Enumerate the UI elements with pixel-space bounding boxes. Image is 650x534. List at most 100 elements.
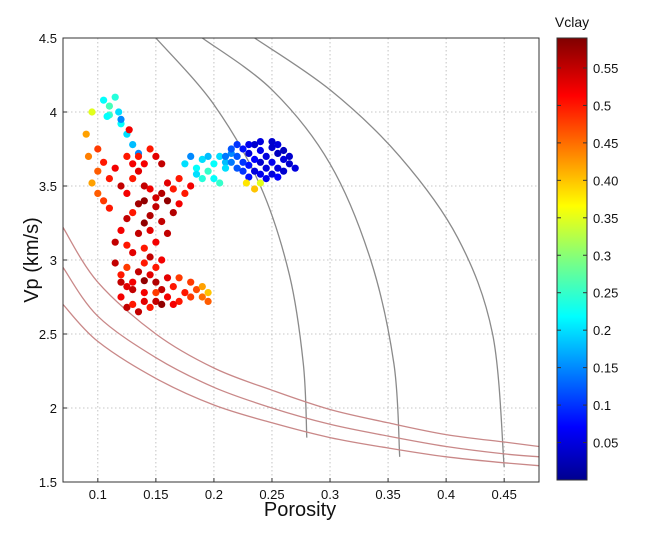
x-tick-label: 0.25 [259, 487, 284, 502]
scatter-point [111, 238, 119, 246]
scatter-point [256, 179, 264, 187]
scatter-point [169, 300, 177, 308]
colorbar-tick-label: 0.3 [593, 248, 611, 263]
colorbar-tick-label: 0.1 [593, 398, 611, 413]
scatter-point [146, 212, 154, 220]
scatter-point [140, 197, 148, 205]
scatter-point [187, 182, 195, 190]
scatter-point [216, 179, 224, 187]
scatter-point [82, 130, 90, 138]
scatter-point [123, 241, 131, 249]
scatter-point [192, 170, 201, 178]
scatter-point [100, 96, 108, 104]
scatter-point [94, 189, 102, 197]
scatter-point [152, 297, 160, 305]
scatter-point [123, 283, 131, 291]
scatter-point [134, 229, 143, 237]
scatter-point [117, 115, 125, 123]
scatter-point [125, 126, 133, 134]
scatter-point [140, 182, 148, 190]
scatter-point [129, 209, 137, 217]
scatter-point [146, 271, 154, 279]
y-tick-label: 4 [50, 105, 57, 120]
scatter-point [204, 167, 212, 175]
scatter-point [256, 158, 264, 166]
red-curve-2 [63, 267, 539, 458]
y-tick-label: 3.5 [39, 179, 57, 194]
scatter-point [129, 160, 137, 168]
colorbar-tick-label: 0.25 [593, 286, 618, 301]
scatter-point [103, 112, 111, 120]
scatter-point [88, 108, 96, 116]
scatter-point [187, 152, 195, 160]
scatter-point [158, 217, 166, 226]
scatter-point [221, 152, 230, 160]
scatter-point [192, 286, 201, 294]
y-tick-label: 2.5 [39, 327, 57, 342]
scatter-point [100, 158, 108, 166]
red-curve-1 [63, 227, 539, 448]
scatter-point [129, 175, 137, 183]
scatter-point [134, 268, 143, 276]
gray-curve-1 [155, 38, 308, 438]
scatter-point [129, 141, 137, 149]
scatter-point [204, 152, 212, 160]
scatter-point [233, 141, 241, 149]
scatter-point [268, 138, 276, 146]
red-curve-3 [63, 303, 539, 467]
scatter-point [187, 278, 195, 286]
scatter-point [134, 308, 143, 316]
scatter-point [169, 209, 177, 217]
points-group [82, 93, 299, 316]
scatter-point [134, 167, 143, 175]
scatter-point [100, 197, 108, 205]
scatter-point [94, 167, 102, 175]
x-tick-label: 0.45 [492, 487, 517, 502]
gray-curve-2 [201, 38, 401, 457]
scatter-point [129, 249, 137, 257]
scatter-point [245, 141, 253, 149]
scatter-point [239, 145, 247, 153]
scatter-point [204, 289, 212, 297]
scatter-point [221, 158, 230, 166]
scatter-point [192, 164, 201, 172]
colorbar-tick-label: 0.40 [593, 173, 618, 188]
scatter-point [216, 152, 224, 160]
scatter-point [163, 229, 172, 237]
scatter-point [158, 189, 166, 197]
x-tick-label: 0.35 [375, 487, 400, 502]
x-tick-label: 0.15 [143, 487, 168, 502]
scatter-point [152, 289, 160, 297]
scatter-point [123, 303, 131, 311]
scatter-point [134, 152, 143, 160]
scatter-point [158, 256, 166, 264]
scatter-point [251, 167, 259, 175]
x-axis-ticks: 0.1 0.15 0.2 0.25 0.3 0.35 0.4 0.45 [89, 478, 517, 502]
scatter-point [140, 289, 148, 297]
scatter-point [123, 263, 131, 271]
x-tick-label: 0.2 [205, 487, 223, 502]
scatter-point [198, 175, 206, 183]
scatter-point [123, 215, 131, 223]
scatter-point [146, 253, 154, 261]
scatter-point [152, 238, 160, 246]
y-axis-ticks: 1.5 2 2.5 3 3.5 4 4.5 [39, 31, 67, 490]
scatter-point [262, 164, 270, 172]
colorbar-tick-label: 0.35 [593, 211, 618, 226]
scatter-point [239, 158, 247, 166]
colorbar-tick-label: 0.15 [593, 361, 618, 376]
scatter-point [152, 203, 160, 211]
y-axis-label: Vp (km/s) [21, 217, 43, 303]
y-tick-label: 3 [50, 253, 57, 268]
scatter-point [129, 278, 137, 286]
scatter-point [245, 161, 253, 169]
scatter-point [285, 160, 293, 168]
x-tick-label: 0.4 [437, 487, 455, 502]
scatter-point [175, 175, 183, 183]
scatter-point [274, 141, 282, 149]
scatter-point [117, 182, 125, 190]
scatter-point [140, 297, 148, 305]
scatter-point [291, 164, 299, 172]
scatter-point [163, 293, 172, 301]
scatter-point [251, 185, 259, 193]
